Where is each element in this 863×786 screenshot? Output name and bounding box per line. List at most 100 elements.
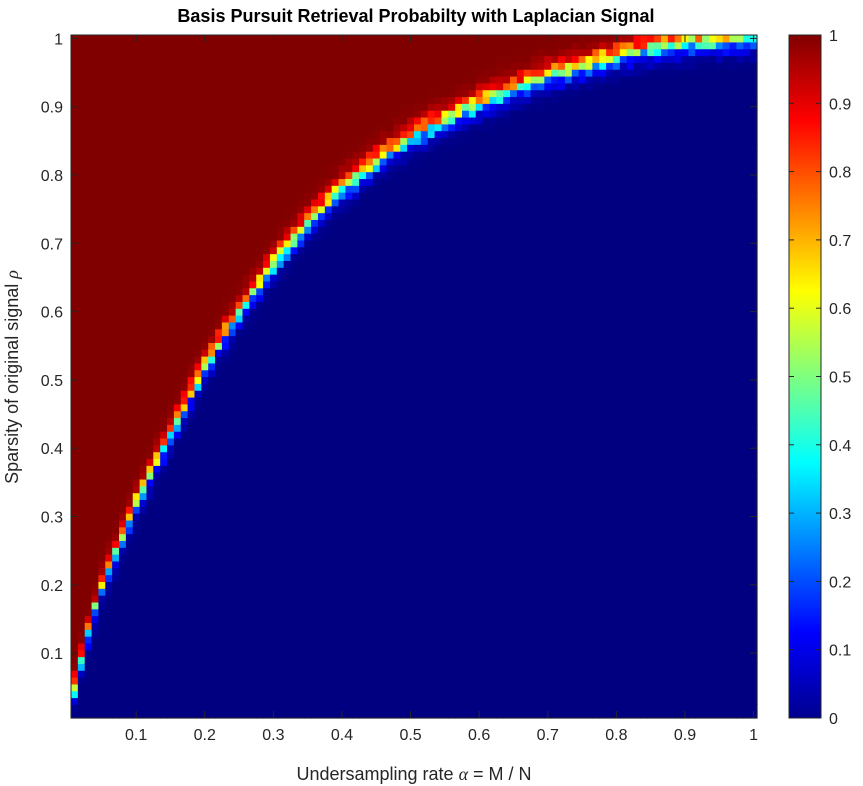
heatmap-cell: [153, 294, 161, 302]
heatmap-cell: [256, 444, 264, 453]
heatmap-cell: [276, 711, 285, 719]
heatmap-cell: [167, 431, 175, 439]
heatmap-cell: [317, 711, 326, 719]
heatmap-cell: [112, 697, 120, 705]
heatmap-cell: [372, 48, 381, 57]
heatmap-cell: [345, 260, 353, 268]
heatmap-cell: [173, 465, 182, 473]
heatmap-cell: [77, 356, 86, 364]
heatmap-cell: [249, 601, 257, 610]
heatmap-cell: [297, 663, 305, 671]
heatmap-cell: [345, 390, 353, 398]
heatmap-cell: [269, 178, 278, 186]
heatmap-cell: [276, 656, 285, 664]
heatmap-cell: [317, 137, 326, 145]
heatmap-cell: [132, 144, 141, 152]
heatmap-cell: [290, 711, 298, 719]
heatmap-cell: [372, 362, 381, 371]
heatmap-cell: [208, 499, 216, 507]
heatmap-cell: [77, 151, 86, 159]
heatmap-cell: [249, 260, 257, 268]
heatmap-cell: [359, 417, 367, 425]
heatmap-cell: [160, 704, 168, 712]
heatmap-cell: [105, 622, 113, 630]
heatmap-cell: [242, 110, 250, 118]
heatmap-cell: [146, 615, 154, 623]
heatmap-cell: [84, 151, 93, 159]
heatmap-cell: [71, 690, 79, 699]
heatmap-cell: [153, 656, 161, 664]
heatmap-cell: [77, 164, 86, 173]
heatmap-cell: [297, 636, 305, 644]
heatmap-cell: [77, 458, 86, 466]
heatmap-cell: [167, 697, 175, 705]
heatmap-cell: [173, 642, 182, 651]
heatmap-cell: [331, 35, 340, 43]
heatmap-cell: [338, 554, 346, 562]
heatmap-cell: [173, 417, 182, 425]
heatmap-cell: [77, 588, 86, 596]
heatmap-cell: [146, 690, 154, 699]
heatmap-cell: [215, 110, 223, 118]
heatmap-cell: [263, 185, 271, 193]
heatmap-cell: [235, 328, 244, 337]
heatmap-cell: [125, 499, 134, 507]
heatmap-cell: [228, 417, 237, 425]
heatmap-cell: [112, 588, 120, 596]
heatmap-cell: [146, 670, 154, 678]
heatmap-cell: [228, 369, 237, 378]
heatmap-cells: [71, 35, 758, 719]
heatmap-cell: [338, 601, 346, 610]
heatmap-cell: [91, 567, 100, 576]
heatmap-cell: [311, 328, 319, 337]
heatmap-cell: [221, 130, 230, 139]
heatmap-cell: [324, 116, 333, 125]
heatmap-cell: [393, 362, 401, 371]
heatmap-cell: [146, 171, 154, 180]
heatmap-cell: [187, 287, 196, 296]
heatmap-cell: [276, 485, 285, 494]
heatmap-cell: [304, 444, 312, 453]
heatmap-cell: [228, 376, 237, 384]
heatmap-cell: [235, 137, 244, 145]
heatmap-cell: [304, 642, 312, 651]
heatmap-cell: [290, 485, 298, 494]
heatmap-cell: [372, 212, 381, 221]
heatmap-cell: [84, 656, 93, 664]
heatmap-cell: [180, 315, 189, 323]
heatmap-cell: [263, 356, 271, 364]
heatmap-cell: [338, 137, 346, 145]
heatmap-cell: [242, 62, 250, 70]
heatmap-cell: [269, 369, 278, 378]
heatmap-cell: [228, 595, 237, 603]
heatmap-cell: [345, 48, 353, 57]
heatmap-cell: [379, 219, 388, 227]
heatmap-cell: [386, 622, 395, 630]
heatmap-cell: [208, 287, 216, 296]
heatmap-cell: [153, 499, 161, 507]
heatmap-cell: [249, 157, 257, 166]
heatmap-cell: [208, 294, 216, 302]
heatmap-cell: [77, 171, 86, 180]
heatmap-cell: [345, 280, 353, 289]
heatmap-cell: [119, 192, 127, 200]
heatmap-cell: [91, 103, 100, 111]
heatmap-cell: [269, 151, 278, 159]
heatmap-cell: [84, 554, 93, 562]
heatmap-cell: [386, 328, 395, 337]
heatmap-cell: [160, 642, 168, 651]
heatmap-cell: [276, 499, 285, 507]
heatmap-cell: [221, 151, 230, 159]
heatmap-cell: [125, 526, 134, 535]
heatmap-cell: [153, 485, 161, 494]
heatmap-cell: [304, 315, 312, 323]
heatmap-cell: [235, 711, 244, 719]
heatmap-cell: [297, 588, 305, 596]
heatmap-cell: [215, 171, 223, 180]
heatmap-cell: [400, 239, 408, 248]
heatmap-cell: [215, 103, 223, 111]
heatmap-cell: [132, 321, 141, 330]
heatmap-cell: [317, 205, 326, 214]
heatmap-cell: [311, 622, 319, 630]
heatmap-cell: [269, 82, 278, 91]
